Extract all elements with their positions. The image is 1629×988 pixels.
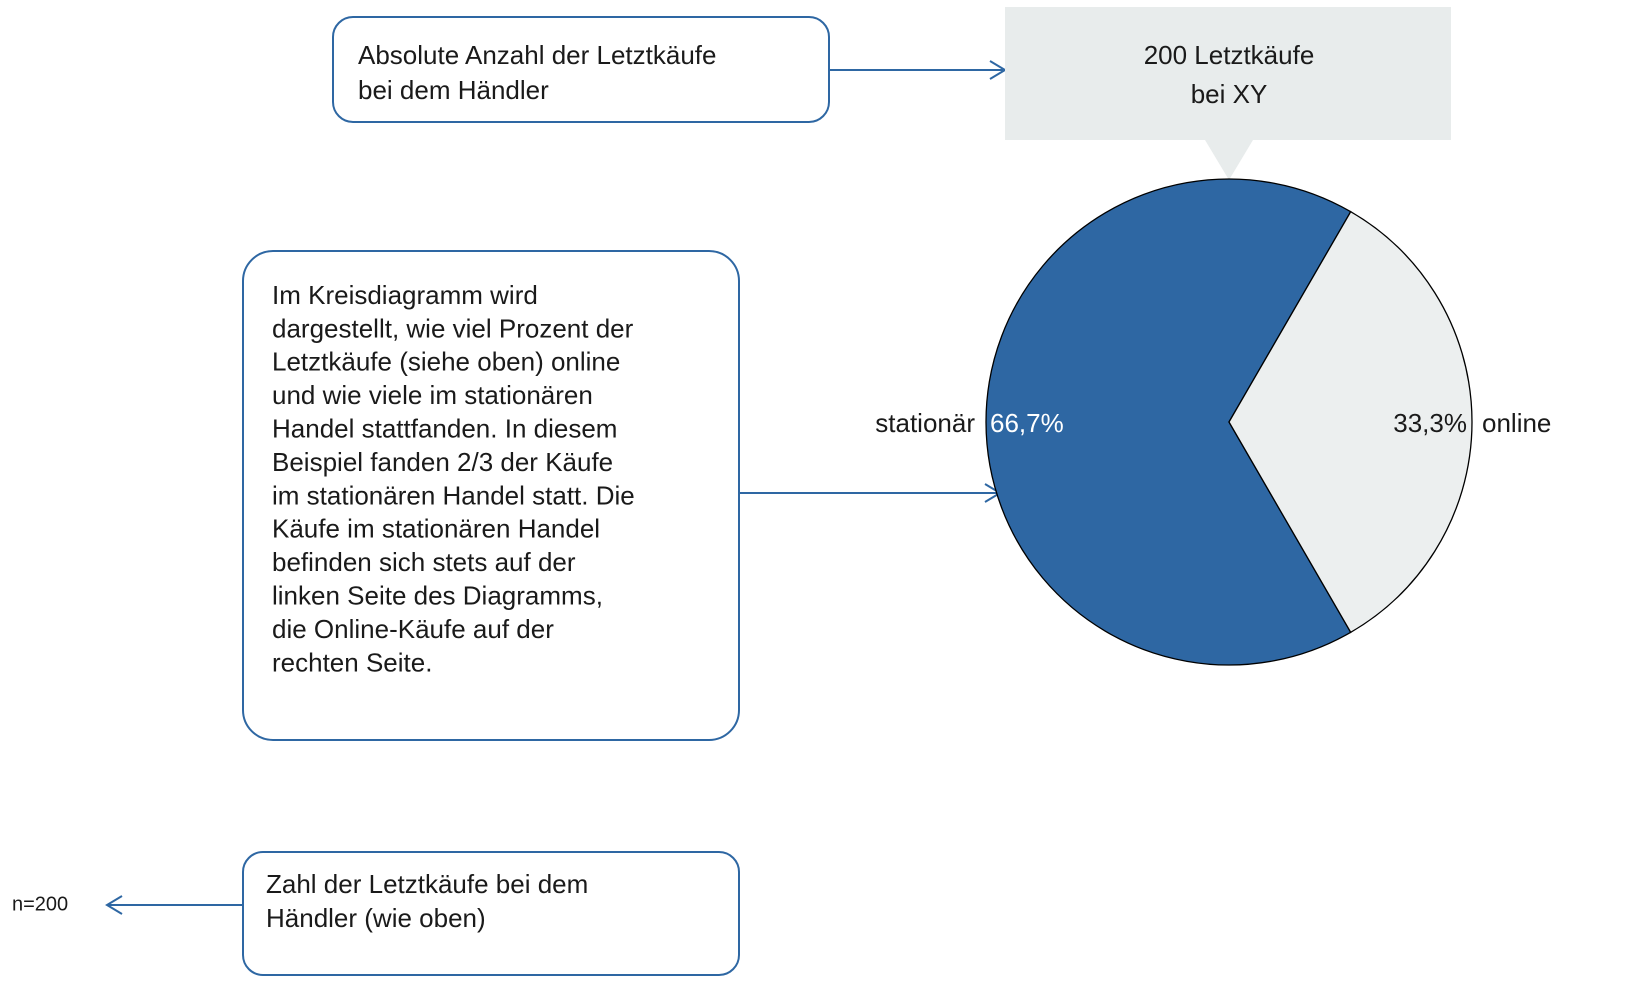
- callout-text: bei dem Händler: [358, 75, 549, 105]
- category-label: online: [1482, 408, 1551, 438]
- callout-text: Zahl der Letztkäufe bei dem: [266, 869, 588, 899]
- callout-text: linken Seite des Diagramms,: [272, 580, 603, 610]
- callout-text: Letztkäufe (siehe oben) online: [272, 347, 620, 377]
- callout-text: und wie viele im stationären: [272, 380, 593, 410]
- callout-box: [242, 250, 740, 741]
- n-label: n=200: [12, 893, 68, 915]
- pie: [985, 178, 1473, 666]
- category-label: stationär: [875, 408, 975, 438]
- title-pointer: [1205, 140, 1253, 180]
- pie-slice: [1228, 210, 1473, 634]
- callout-text: Im Kreisdiagramm wird: [272, 280, 538, 310]
- value-label: 33,3%: [1393, 408, 1467, 438]
- chart-title: 200 Letztkäufe: [1144, 40, 1315, 70]
- callout-text: Käufe im stationären Handel: [272, 514, 600, 544]
- callout-text: dargestellt, wie viel Prozent der: [272, 313, 634, 343]
- callout-text: Handel stattfanden. In diesem: [272, 413, 617, 443]
- callout-text: befinden sich stets auf der: [272, 547, 576, 577]
- callout-text: Absolute Anzahl der Letztkäufe: [358, 40, 716, 70]
- callout-box: [242, 851, 740, 976]
- callout-text: Händler (wie oben): [266, 903, 486, 933]
- title-box: [1005, 7, 1451, 140]
- callout-text: rechten Seite.: [272, 647, 432, 677]
- chart-title: bei XY: [1191, 79, 1268, 109]
- pie-slice: [985, 178, 1352, 666]
- callout-text: im stationären Handel statt. Die: [272, 480, 635, 510]
- arrow-head: [105, 895, 123, 915]
- callout-text: Beispiel fanden 2/3 der Käufe: [272, 447, 613, 477]
- value-label: 66,7%: [990, 408, 1064, 438]
- callout-text: die Online-Käufe auf der: [272, 614, 554, 644]
